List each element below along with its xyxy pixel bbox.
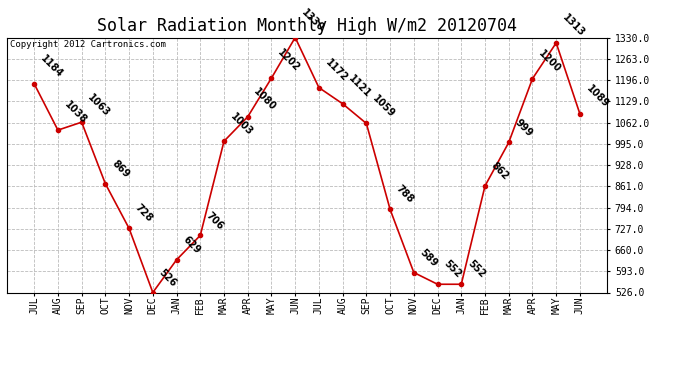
Text: 1063: 1063 <box>86 92 112 118</box>
Text: 1059: 1059 <box>371 93 397 119</box>
Text: 706: 706 <box>204 210 226 231</box>
Text: 1038: 1038 <box>62 100 88 126</box>
Title: Solar Radiation Monthly High W/m2 20120704: Solar Radiation Monthly High W/m2 201207… <box>97 16 517 34</box>
Text: 1003: 1003 <box>228 111 255 137</box>
Text: 1184: 1184 <box>39 53 65 80</box>
Text: 1089: 1089 <box>584 84 611 110</box>
Text: 999: 999 <box>513 117 534 138</box>
Text: 869: 869 <box>110 158 131 180</box>
Text: 526: 526 <box>157 267 179 288</box>
Text: 629: 629 <box>181 234 202 256</box>
Text: 1313: 1313 <box>560 12 586 39</box>
Text: 1080: 1080 <box>252 86 278 112</box>
Text: 1172: 1172 <box>323 57 349 84</box>
Text: 1121: 1121 <box>347 74 373 100</box>
Text: 1200: 1200 <box>537 48 563 75</box>
Text: 552: 552 <box>442 259 463 280</box>
Text: 1202: 1202 <box>275 48 302 74</box>
Text: 728: 728 <box>133 203 155 224</box>
Text: 589: 589 <box>418 247 440 268</box>
Text: 788: 788 <box>394 184 416 205</box>
Text: 1330: 1330 <box>299 7 326 33</box>
Text: Copyright 2012 Cartronics.com: Copyright 2012 Cartronics.com <box>10 40 166 49</box>
Text: 862: 862 <box>489 160 511 182</box>
Text: 552: 552 <box>466 259 487 280</box>
